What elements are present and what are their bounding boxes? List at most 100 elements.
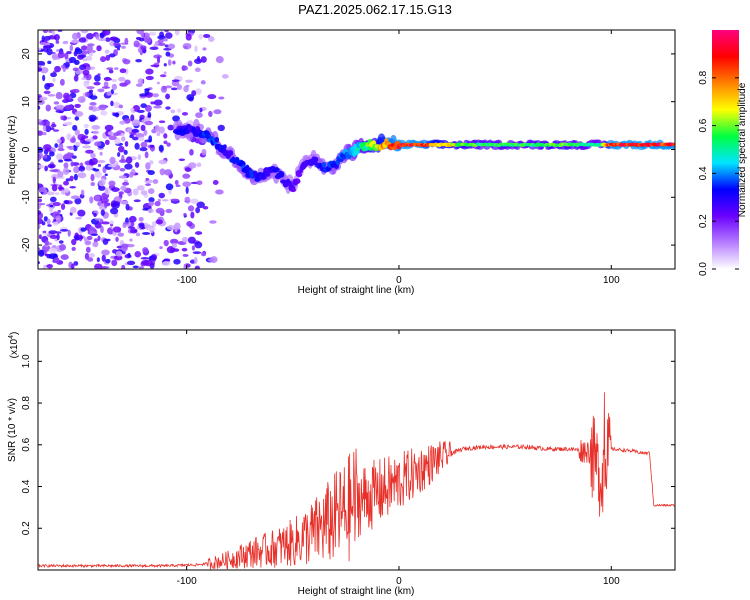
noise-blob (45, 104, 51, 112)
noise-blob (91, 125, 101, 130)
noise-blob (93, 92, 97, 96)
noise-blob (108, 69, 114, 74)
noise-blob (58, 159, 64, 163)
noise-blob (83, 80, 90, 88)
noise-blob (38, 234, 42, 240)
noise-blob (138, 136, 145, 142)
noise-blob (129, 134, 134, 139)
noise-blob (194, 88, 202, 95)
noise-blob (48, 151, 55, 157)
noise-blob (74, 197, 82, 205)
ridge-mark (222, 144, 227, 150)
noise-blob (172, 60, 176, 65)
noise-blob (64, 52, 69, 60)
noise-blob (145, 177, 150, 181)
noise-blob (61, 64, 66, 69)
noise-blob (137, 154, 142, 161)
noise-blob (167, 124, 175, 131)
noise-blob (164, 169, 172, 176)
noise-blob (144, 120, 154, 126)
noise-blob (85, 56, 93, 61)
noise-blob (202, 47, 207, 51)
noise-blob (55, 40, 60, 44)
noise-blob (41, 221, 46, 226)
noise-blob (158, 42, 166, 46)
noise-blob (51, 30, 56, 36)
noise-blob (181, 65, 188, 71)
noise-blob (90, 152, 96, 159)
noise-blob (212, 179, 219, 185)
noise-blob (81, 77, 87, 81)
noise-blob (181, 112, 189, 116)
noise-blob (98, 179, 105, 187)
noise-blob (53, 257, 60, 264)
noise-blob (90, 157, 98, 165)
noise-blob (38, 223, 41, 230)
noise-blob (52, 202, 61, 207)
noise-blob (138, 223, 145, 229)
noise-blob (62, 167, 70, 175)
noise-blob (129, 238, 133, 242)
noise-blob (113, 226, 122, 233)
noise-blob (187, 236, 196, 244)
noise-blob (156, 56, 161, 64)
noise-blob (41, 244, 51, 252)
noise-blob (173, 222, 181, 230)
noise-blob (182, 173, 191, 179)
noise-blob (46, 218, 51, 225)
noise-blob (47, 224, 52, 227)
noise-blob (201, 148, 207, 156)
noise-blob (48, 230, 58, 235)
spectrogram-y-label: Frequency (Hz) (7, 116, 18, 185)
noise-blob (50, 72, 57, 78)
noise-blob (64, 104, 73, 111)
noise-blob (147, 111, 152, 118)
noise-blob (95, 33, 100, 40)
snr-background (38, 330, 675, 570)
noise-blob (142, 247, 149, 253)
noise-blob (100, 56, 107, 63)
noise-blob (181, 247, 188, 252)
noise-blob (165, 106, 171, 110)
snr-line (38, 392, 675, 570)
noise-blob (133, 40, 140, 48)
noise-blob (170, 238, 179, 245)
noise-blob (94, 218, 103, 221)
noise-blob (158, 192, 166, 199)
noise-blob (74, 129, 80, 136)
noise-blob (42, 132, 47, 136)
spectrogram-marks (38, 30, 675, 269)
noise-blob (188, 162, 197, 169)
noise-blob (104, 78, 113, 81)
noise-blob (124, 37, 129, 45)
noise-blob (51, 53, 58, 61)
noise-blob (38, 99, 45, 105)
noise-blob (145, 162, 151, 170)
noise-blob (108, 180, 116, 187)
noise-blob (66, 145, 72, 149)
noise-blob (88, 89, 94, 93)
noise-blob (65, 178, 71, 182)
noise-blob (187, 60, 193, 67)
noise-blob (38, 164, 45, 169)
noise-blob (38, 67, 43, 72)
noise-blob (132, 104, 141, 112)
noise-blob (140, 124, 146, 132)
ridge-mark (228, 150, 234, 156)
noise-blob (162, 261, 171, 267)
noise-blob (140, 103, 147, 109)
noise-blob (104, 49, 110, 54)
noise-blob (113, 132, 120, 137)
noise-blob (174, 179, 179, 185)
noise-blob (140, 45, 147, 51)
noise-blob (119, 68, 127, 74)
noise-blob (104, 173, 108, 177)
noise-blob (77, 96, 86, 104)
noise-blob (218, 96, 225, 100)
noise-blob (153, 43, 159, 48)
noise-blob (163, 133, 168, 139)
noise-blob (107, 164, 117, 168)
y-tick-label: 0.6 (21, 437, 32, 451)
noise-blob (97, 235, 101, 242)
noise-blob (101, 86, 110, 89)
